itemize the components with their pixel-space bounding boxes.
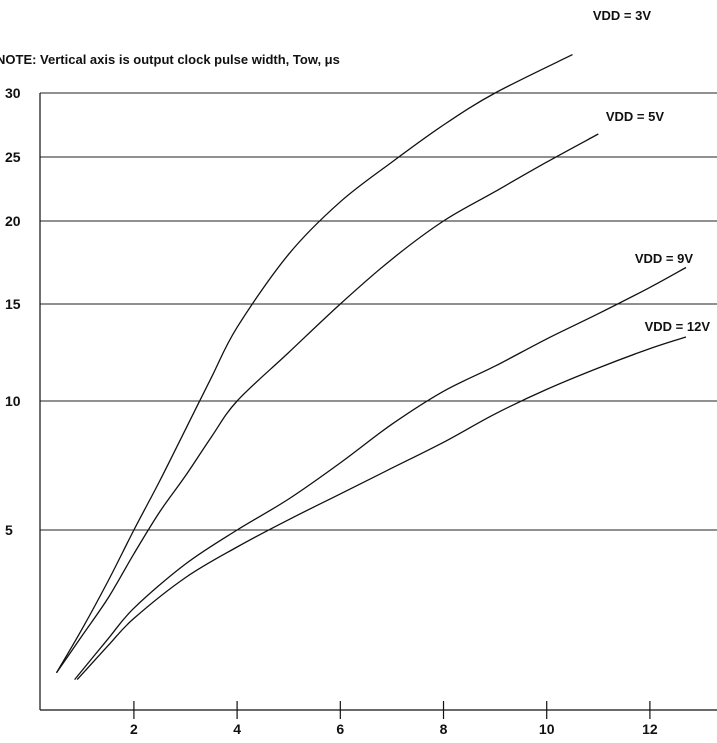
vdd-5v-label: VDD = 5V — [606, 109, 664, 124]
x-tick-label: 4 — [233, 721, 241, 737]
y-tick-label: 30 — [5, 85, 21, 101]
y-tick-label: 15 — [5, 296, 21, 312]
x-tick-label: 10 — [539, 721, 555, 737]
curve-layer — [55, 54, 687, 681]
vdd-12v-curve — [76, 336, 687, 681]
y-tick-label: 10 — [5, 393, 21, 409]
y-tick-label: 5 — [5, 522, 13, 538]
y-tick-label: 25 — [5, 149, 21, 165]
x-tick-label: 2 — [130, 721, 138, 737]
vdd-3v-curve — [55, 54, 573, 674]
grid-layer — [40, 92, 717, 531]
vdd-9v-curve — [74, 266, 687, 681]
x-tick-label: 8 — [440, 721, 448, 737]
y-tick-label: 20 — [5, 213, 21, 229]
chart-note: NOTE: Vertical axis is output clock puls… — [0, 52, 340, 67]
x-tick-label: 12 — [642, 721, 658, 737]
axis-layer — [39, 93, 717, 719]
vdd-5v-curve — [55, 133, 599, 674]
x-tick-label: 6 — [336, 721, 344, 737]
vdd-9v-label: VDD = 9V — [635, 251, 693, 266]
vdd-12v-label: VDD = 12V — [645, 319, 711, 334]
vdd-3v-label: VDD = 3V — [593, 8, 651, 23]
label-layer: 5 10 15 20 25 30 2 4 6 8 10 12 VDD = 3V VDD = 5V VDD =… — [5, 8, 710, 737]
